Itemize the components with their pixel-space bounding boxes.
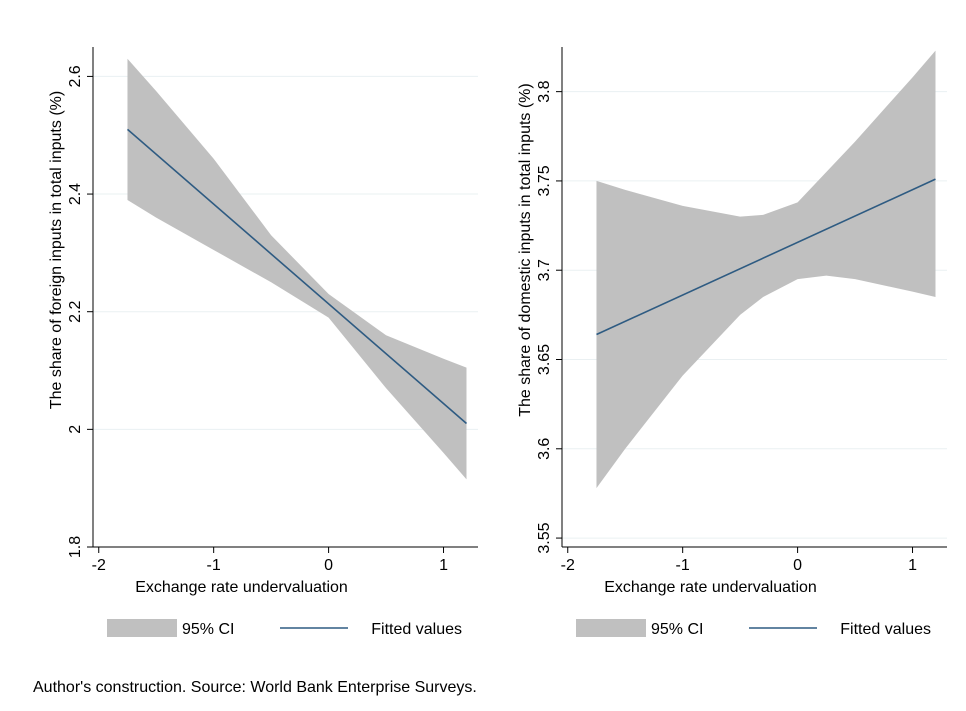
right-y-tick-label: 3.75 [536, 165, 553, 196]
left-y-tick-label: 1.8 [67, 536, 84, 558]
left-y-tick-label: 2.2 [67, 300, 84, 322]
source-note: Author's construction. Source: World Ban… [33, 679, 477, 696]
right-legend-ci-label: 95% CI [651, 621, 703, 638]
left-chart-panel: 1.8 2 2.2 2.4 2.6 -2 -1 0 1 Exchange rate underva… [48, 47, 478, 638]
right-x-axis-title: Exchange rate undervaluation [604, 579, 817, 596]
left-legend-fitted-label: Fitted values [371, 621, 462, 638]
right-x-tick-label: 1 [908, 557, 917, 574]
left-y-tick-label: 2 [67, 425, 84, 434]
left-x-axis-title: Exchange rate undervaluation [135, 579, 348, 596]
left-legend-ci-label: 95% CI [182, 621, 234, 638]
left-x-tick-label: 1 [439, 557, 448, 574]
right-chart-panel: 3.55 3.6 3.65 3.7 3.75 3.8 -2 -1 0 1 Exchange rate… [517, 47, 947, 638]
right-y-tick-label: 3.7 [536, 259, 553, 281]
right-x-tick-label: -1 [676, 557, 690, 574]
right-y-axis-title: The share of domestic inputs in total in… [517, 83, 534, 417]
left-fitted-line [126, 128, 468, 425]
right-legend-fitted-label: Fitted values [840, 621, 931, 638]
right-ci-band [596, 50, 936, 489]
right-fitted-line [596, 178, 936, 336]
left-x-tick-label: -1 [207, 557, 221, 574]
left-legend-ci-swatch [107, 619, 177, 637]
right-legend-ci-swatch [576, 619, 646, 637]
left-y-axis-title: The share of foreign inputs in total inp… [48, 91, 65, 409]
right-y-tick-label: 3.55 [536, 522, 553, 553]
right-x-tick-label: 0 [793, 557, 802, 574]
left-ci-band [127, 58, 467, 480]
left-x-tick-label: -2 [92, 557, 106, 574]
right-x-tick-label: -2 [561, 557, 575, 574]
right-y-tick-label: 3.8 [536, 80, 553, 102]
left-y-tick-label: 2.6 [67, 65, 84, 87]
right-y-tick-label: 3.6 [536, 438, 553, 460]
right-y-tick-label: 3.65 [536, 344, 553, 375]
left-x-tick-label: 0 [324, 557, 333, 574]
left-y-tick-label: 2.4 [67, 183, 84, 205]
